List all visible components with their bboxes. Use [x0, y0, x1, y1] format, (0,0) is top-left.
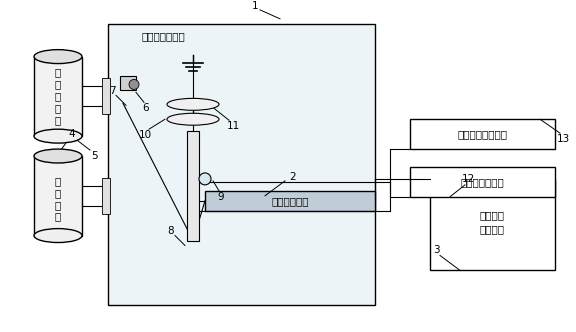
Text: 10: 10: [138, 130, 151, 140]
Bar: [205, 191, 375, 211]
Ellipse shape: [167, 98, 219, 110]
Circle shape: [199, 173, 211, 185]
Text: 温湿度测量系统: 温湿度测量系统: [461, 177, 505, 187]
Text: 汽: 汽: [55, 79, 61, 89]
Text: 6: 6: [143, 103, 149, 113]
Text: 人工污秽试验室: 人工污秽试验室: [141, 31, 185, 41]
Bar: [34, 156, 82, 236]
Bar: [410, 167, 555, 197]
Text: 污秽电流测量系统: 污秽电流测量系统: [457, 129, 507, 139]
Bar: [108, 24, 375, 305]
Text: 11: 11: [226, 121, 240, 131]
Text: 13: 13: [556, 134, 570, 144]
Text: 8: 8: [168, 225, 175, 236]
Bar: [430, 179, 555, 270]
Ellipse shape: [34, 149, 82, 163]
Text: 统: 统: [55, 212, 61, 222]
Ellipse shape: [167, 113, 219, 125]
Bar: [120, 76, 136, 90]
Text: 12: 12: [461, 174, 475, 184]
Ellipse shape: [34, 229, 82, 242]
Text: 3: 3: [433, 245, 439, 256]
Bar: [410, 119, 555, 149]
Text: 盐: 盐: [55, 176, 61, 186]
Text: 污秽试验: 污秽试验: [480, 210, 505, 220]
Circle shape: [129, 79, 139, 89]
Text: 复合穿墙套管: 复合穿墙套管: [271, 196, 309, 206]
Text: 统: 统: [55, 115, 61, 125]
Text: 2: 2: [290, 172, 296, 182]
Text: 7: 7: [109, 86, 115, 96]
Ellipse shape: [34, 50, 82, 63]
Text: 雾: 雾: [55, 91, 61, 101]
Bar: [102, 178, 110, 214]
Text: 系: 系: [55, 200, 61, 210]
Bar: [34, 56, 82, 136]
Text: 蒸: 蒸: [55, 67, 61, 77]
Text: 系: 系: [55, 103, 61, 113]
Text: 4: 4: [69, 129, 75, 139]
Bar: [187, 131, 199, 240]
Text: 雾: 雾: [55, 188, 61, 198]
Bar: [102, 78, 110, 114]
Text: 9: 9: [218, 192, 224, 202]
Text: 5: 5: [90, 151, 97, 161]
Text: 电源系统: 电源系统: [480, 224, 505, 235]
Text: 1: 1: [252, 1, 258, 11]
Ellipse shape: [34, 129, 82, 143]
